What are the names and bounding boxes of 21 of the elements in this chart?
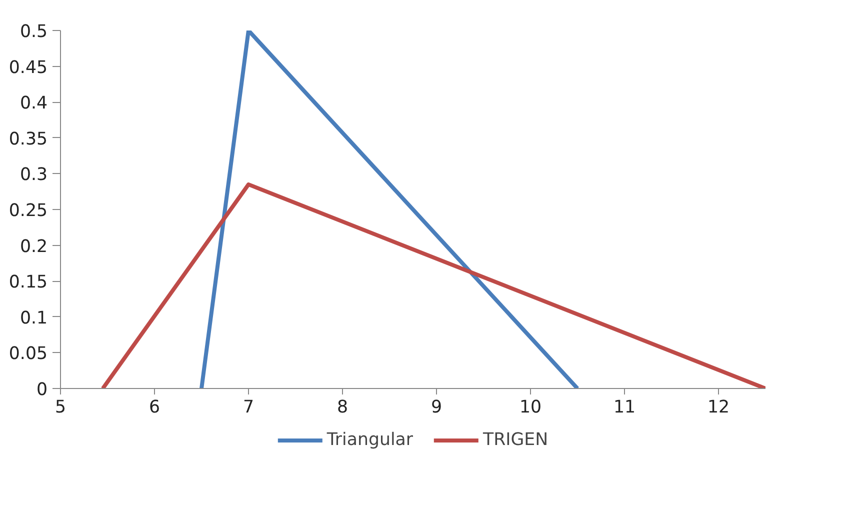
y-tick-label: 0.5 (20, 22, 48, 42)
x-tick-label: 9 (430, 398, 442, 418)
y-tick-label: 0.15 (8, 272, 48, 293)
legend-label: TRIGEN (483, 430, 548, 450)
y-tick-label: 0.45 (8, 58, 48, 78)
y-tick-label: 0.4 (20, 94, 48, 114)
x-tick-label: 10 (519, 398, 542, 418)
x-tick-label: 6 (148, 398, 160, 418)
y-tick-label: 0.2 (20, 236, 48, 257)
x-tick-label: 8 (336, 398, 348, 418)
x-tick-label: 7 (242, 398, 254, 418)
y-tick-label: 0.25 (8, 201, 48, 221)
y-tick-label: 0.3 (20, 165, 48, 186)
y-tick-label: 0.05 (8, 344, 48, 364)
x-tick-label: 11 (613, 398, 636, 418)
y-tick-label: 0.1 (20, 308, 48, 328)
x-tick-label: 5 (54, 398, 66, 418)
x-tick-label: 12 (707, 398, 730, 418)
legend-label: Triangular (326, 430, 414, 450)
y-tick-label: 0.35 (8, 129, 48, 150)
y-tick-label: 0 (36, 380, 48, 400)
